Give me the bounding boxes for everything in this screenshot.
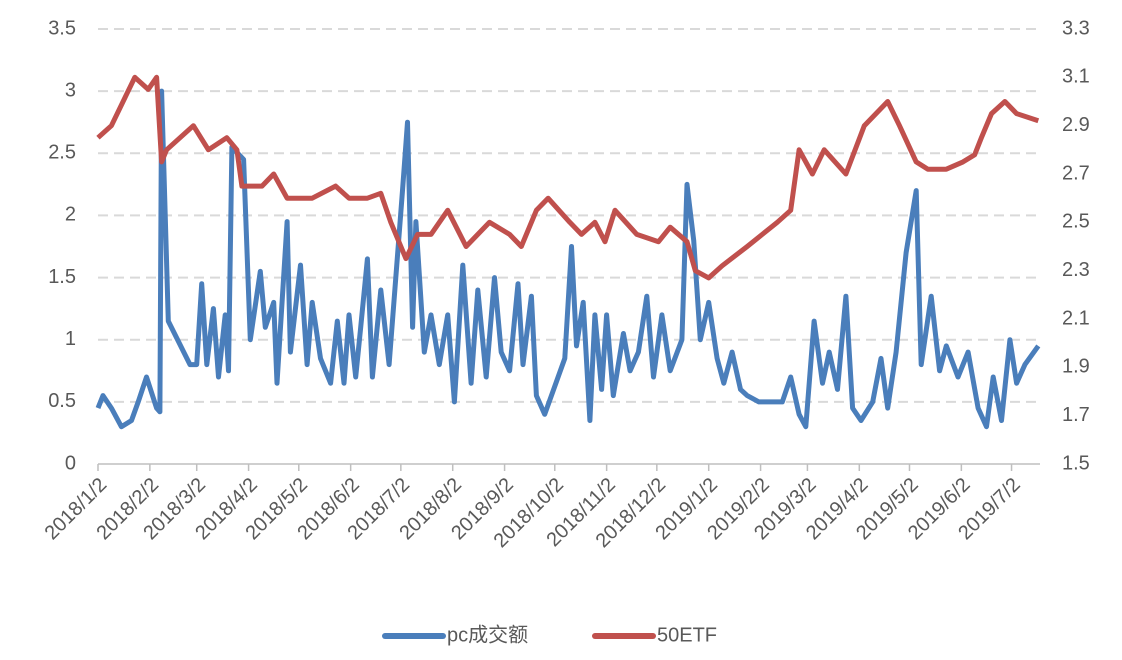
series-line xyxy=(96,74,1040,281)
legend-label: pc成交额 xyxy=(447,623,528,646)
y-tick-label: 3 xyxy=(65,79,76,101)
y2-tick-label: 3.3 xyxy=(1062,17,1090,39)
y2-tick-label: 2.9 xyxy=(1062,114,1090,136)
y-tick-label: 0.5 xyxy=(48,390,76,412)
y2-tick-label: 2.3 xyxy=(1062,259,1090,281)
y-tick-label: 2.5 xyxy=(48,142,76,164)
y-tick-label: 2 xyxy=(65,204,76,226)
y2-tick-label: 2.7 xyxy=(1062,162,1090,184)
y2-tick-label: 2.5 xyxy=(1062,211,1090,233)
y2-tick-label: 1.5 xyxy=(1062,452,1090,474)
y2-tick-label: 2.1 xyxy=(1062,307,1090,329)
y-tick-label: 1 xyxy=(65,328,76,350)
y2-tick-label: 3.1 xyxy=(1062,66,1090,88)
legend-label: 50ETF xyxy=(657,624,717,646)
y-tick-label: 0 xyxy=(65,452,76,474)
y-tick-label: 1.5 xyxy=(48,266,76,288)
y2-tick-label: 1.9 xyxy=(1062,356,1090,378)
y-tick-label: 3.5 xyxy=(48,17,76,39)
series-line xyxy=(95,88,1041,430)
y2-tick-label: 1.7 xyxy=(1062,404,1090,426)
